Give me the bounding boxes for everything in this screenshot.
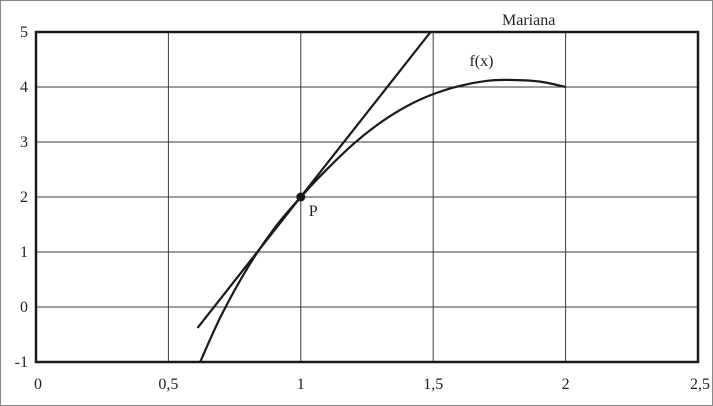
x-tick-label: 2,5: [690, 376, 710, 393]
y-tick-label: 1: [20, 244, 28, 261]
plot-frame: [34, 30, 700, 364]
x-tick-label: 2: [562, 376, 570, 393]
x-tick-label: 1: [297, 376, 305, 393]
y-tick-label: 4: [20, 79, 28, 96]
x-tick-label: 1,5: [423, 376, 443, 393]
tangent-line: [196, 31, 432, 329]
chart-title: Mariana: [502, 12, 555, 29]
y-tick-label: 0: [20, 299, 28, 316]
point-p-marker: [296, 192, 306, 202]
y-tick-label: -1: [15, 354, 28, 371]
grid: [36, 32, 698, 362]
curve-label: f(x): [469, 53, 493, 70]
function-curve: [199, 78, 566, 363]
y-tick-label: 3: [20, 134, 28, 151]
labels: 0 0,5 1 1,5 2 2,5 5 4 3 2 1 0 -1 f(x) P: [15, 24, 710, 393]
x-tick-label: 0,5: [158, 376, 178, 393]
y-tick-label: 5: [20, 24, 28, 41]
y-tick-label: 2: [20, 189, 28, 206]
x-tick-label: 0: [34, 376, 42, 393]
point-p-label: P: [309, 203, 318, 220]
series-layer: [196, 31, 566, 363]
